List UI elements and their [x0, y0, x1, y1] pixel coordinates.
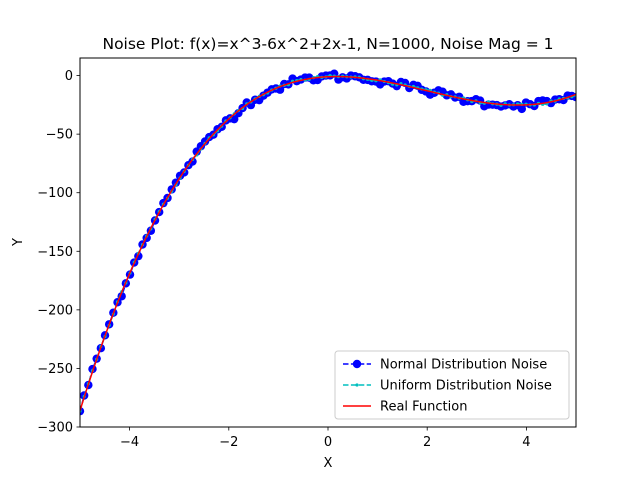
series-line-real-function	[80, 75, 576, 411]
legend-marker-normal-noise	[352, 359, 362, 369]
data-point-normal-noise	[188, 157, 197, 166]
y-tick-label: −50	[46, 128, 73, 143]
y-tick-label: −200	[37, 303, 73, 318]
legend-box	[334, 350, 570, 420]
legend-label-real-function: Real Function	[380, 400, 467, 415]
x-tick-label: 0	[324, 435, 332, 450]
data-point-normal-noise	[517, 104, 527, 114]
y-tick-label: −100	[37, 186, 73, 201]
x-tick-label: 4	[522, 435, 530, 450]
plot-area	[80, 69, 576, 416]
y-axis: 0 −50 −100 −150 −200 −250 −300	[37, 69, 80, 436]
y-tick-label: −300	[37, 421, 73, 436]
legend: Normal Distribution Noise Uniform Distrib…	[334, 350, 570, 420]
y-tick-label: −250	[37, 362, 73, 377]
chart-title: Noise Plot: f(x)=x^3-6x^2+2x-1, N=1000, …	[102, 35, 553, 53]
legend-label-uniform-noise: Uniform Distribution Noise	[380, 379, 552, 394]
x-axis: −4 −2 0 2 4	[120, 427, 531, 450]
y-tick-label: −150	[37, 245, 73, 260]
legend-marker-uniform-noise	[355, 383, 359, 387]
x-tick-label: 2	[423, 435, 431, 450]
x-axis-label: X	[324, 456, 333, 471]
data-point-normal-noise	[230, 114, 239, 124]
y-axis-label: Y	[11, 238, 26, 247]
x-tick-label: −2	[219, 435, 238, 450]
x-tick-label: −4	[120, 435, 139, 450]
legend-label-normal-noise: Normal Distribution Noise	[380, 358, 547, 373]
y-tick-label: 0	[65, 69, 73, 84]
